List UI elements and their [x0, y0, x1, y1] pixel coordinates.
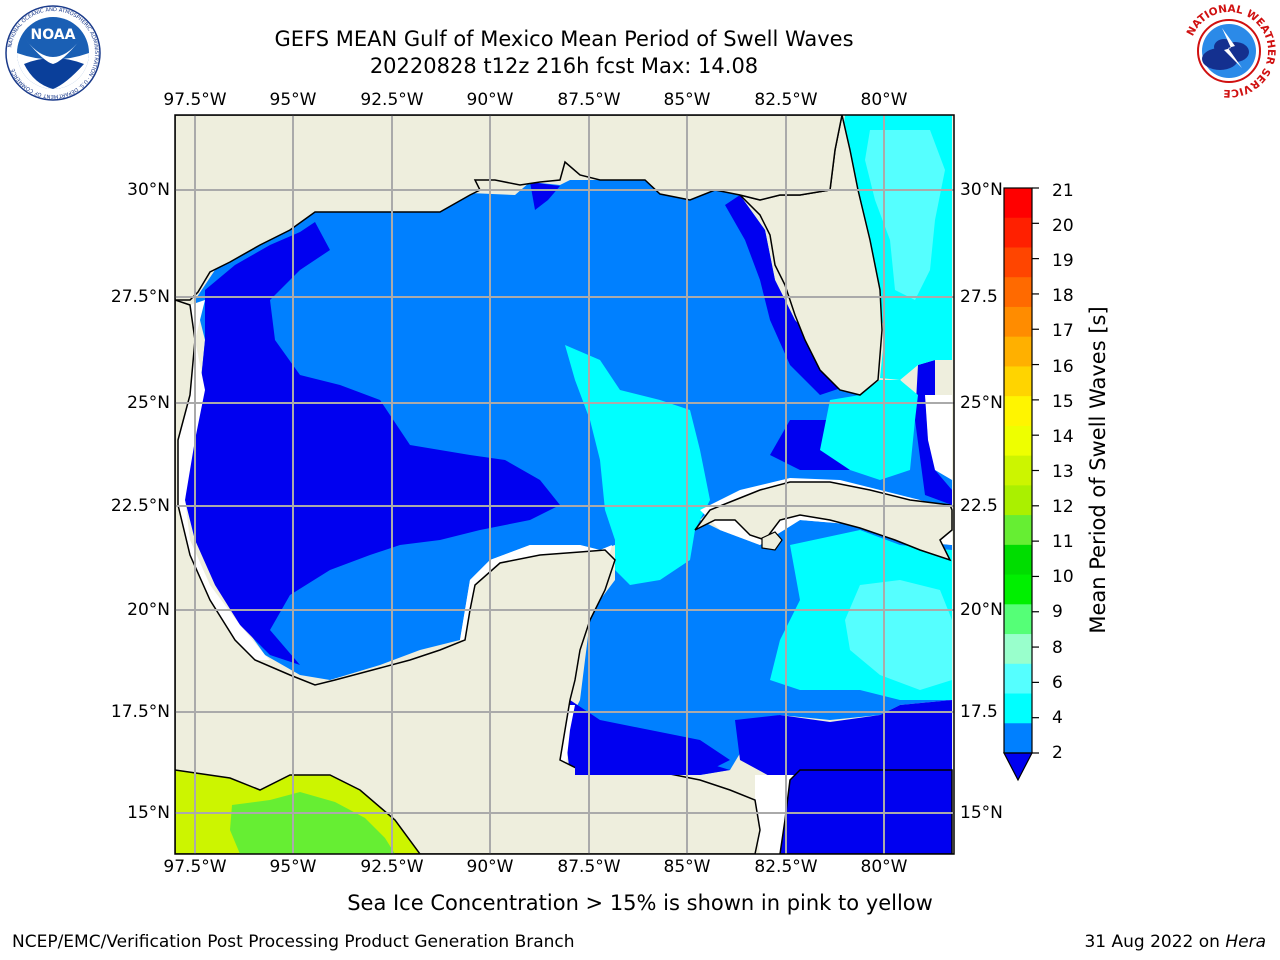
colorbar-label: 15 — [1052, 392, 1074, 412]
lon-label-bottom: 90°W — [466, 857, 514, 877]
colorbar-label: 14 — [1052, 427, 1074, 447]
noaa-logo: NOAA NATIONAL OCEANIC AND ATMOSPHERIC AD… — [5, 5, 101, 101]
lon-label-bottom: 85°W — [663, 857, 711, 877]
honduras-coast-water — [575, 740, 730, 775]
title-line-1: GEFS MEAN Gulf of Mexico Mean Period of … — [274, 27, 854, 51]
colorbar-block — [1004, 396, 1032, 427]
lat-label-left: 25°N — [127, 393, 170, 413]
credit-left: NCEP/EMC/Verification Post Processing Pr… — [12, 932, 575, 952]
lat-label-right: 30°N — [960, 180, 1003, 200]
lat-label-right: 25°N — [960, 393, 1003, 413]
colorbar-label: 6 — [1052, 673, 1063, 693]
lon-label-bottom: 80°W — [860, 857, 908, 877]
lat-label-left: 22.5°N — [110, 496, 170, 516]
colorbar-label: 21 — [1052, 181, 1074, 201]
colorbar-label: 10 — [1052, 567, 1074, 587]
period-6-8-caribbean — [845, 580, 952, 690]
lat-label-right: 15°N — [960, 803, 1003, 823]
noaa-logo-text: NOAA — [31, 27, 76, 43]
title-line-2: 20220828 t12z 216h fcst Max: 14.08 — [369, 54, 759, 78]
isla-juventud — [761, 531, 783, 551]
sea-ice-footnote: Sea Ice Concentration > 15% is shown in … — [347, 891, 933, 915]
colorbar-label: 13 — [1052, 462, 1074, 482]
colorbar-block — [1004, 277, 1032, 308]
lon-label-top: 90°W — [466, 90, 514, 110]
lon-label-bottom: 87.5°W — [557, 857, 621, 877]
lat-label-left: 27.5°N — [110, 287, 170, 307]
colorbar — [1003, 187, 1039, 782]
gridlines — [175, 115, 954, 854]
colorbar-block — [1004, 306, 1032, 338]
lat-label-left: 20°N — [127, 600, 170, 620]
lon-label-top: 80°W — [860, 90, 908, 110]
colorbar-block — [1004, 217, 1032, 248]
period-4-6-central — [565, 345, 710, 585]
lon-label-top: 87.5°W — [557, 90, 621, 110]
colorbar-label: 16 — [1052, 357, 1074, 377]
lat-label-right: 27.5 — [960, 287, 998, 307]
colorbar-label: 12 — [1052, 497, 1074, 517]
colorbar-label: 4 — [1052, 708, 1063, 728]
colorbar-block — [1004, 336, 1032, 367]
colorbar-block — [1004, 574, 1032, 605]
colorbar-label: 9 — [1052, 602, 1063, 622]
colorbar-extend-arrow — [1003, 752, 1033, 782]
period-4-6-straits — [820, 380, 918, 480]
colorbar-block — [1004, 604, 1032, 635]
colorbar-title: Mean Period of Swell Waves [s] — [1086, 306, 1110, 634]
colorbar-label: 11 — [1052, 532, 1074, 552]
no-data-bahamas-banks — [925, 395, 952, 480]
colorbar-block — [1004, 693, 1032, 724]
map-frame — [174, 114, 955, 855]
lat-label-left: 17.5°N — [110, 702, 170, 722]
short-period-west — [185, 222, 560, 665]
colorbar-block — [1004, 425, 1032, 457]
colorbar-label: 20 — [1052, 216, 1074, 236]
colorbar-block — [1004, 663, 1032, 695]
lon-label-top: 82.5°W — [754, 90, 818, 110]
lat-label-left: 30°N — [127, 180, 170, 200]
lon-label-bottom: 92.5°W — [360, 857, 424, 877]
colorbar-block — [1004, 723, 1032, 754]
short-period-east-shelf — [725, 195, 850, 395]
credit-date: 31 Aug 2022 on — [1084, 932, 1226, 952]
colorbar-label: 17 — [1052, 321, 1074, 341]
no-data-texas-shelf — [178, 300, 270, 660]
lon-label-top: 95°W — [269, 90, 317, 110]
lon-label-top: 92.5°W — [360, 90, 424, 110]
credit-right: 31 Aug 2022 on Hera — [1084, 932, 1266, 952]
nws-logo: NATIONAL WEATHER SERVICE — [1183, 3, 1277, 99]
colorbar-block — [1004, 366, 1032, 397]
lon-label-bottom: 95°W — [269, 857, 317, 877]
credit-machine: Hera — [1225, 932, 1266, 952]
map-field — [175, 115, 954, 854]
colorbar-label: 8 — [1052, 638, 1063, 658]
colorbar-block — [1004, 544, 1032, 576]
lat-label-right: 22.5 — [960, 496, 998, 516]
colorbar-block — [1004, 455, 1032, 486]
lon-label-bottom: 97.5°W — [163, 857, 227, 877]
colorbar-block — [1004, 247, 1032, 278]
colorbar-label: 19 — [1052, 251, 1074, 271]
pacific-green-patch — [230, 792, 395, 854]
lat-label-right: 20°N — [960, 600, 1003, 620]
colorbar-block — [1004, 515, 1032, 546]
us-gulf-coast-land — [175, 115, 843, 301]
lon-label-top: 85°W — [663, 90, 711, 110]
lon-label-bottom: 82.5°W — [754, 857, 818, 877]
gulf-water — [185, 180, 952, 775]
colorbar-label: 2 — [1052, 743, 1063, 763]
colorbar-label: 18 — [1052, 286, 1074, 306]
lon-label-top: 97.5°W — [163, 90, 227, 110]
colorbar-block — [1004, 634, 1032, 665]
lat-label-left: 15°N — [127, 803, 170, 823]
lat-label-right: 17.5 — [960, 702, 998, 722]
colorbar-block — [1004, 485, 1032, 516]
colorbar-block — [1004, 188, 1032, 219]
